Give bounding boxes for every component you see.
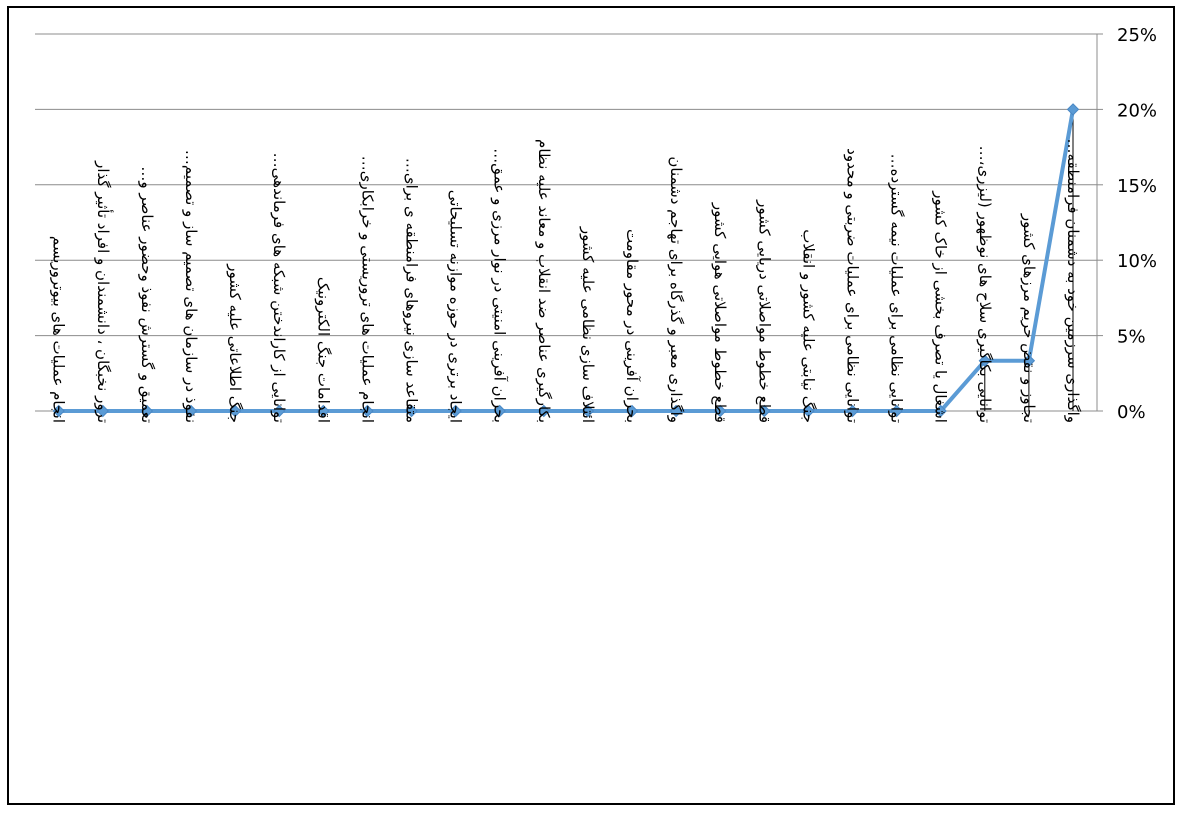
y-tick-label: 15% <box>1117 176 1157 197</box>
x-tick-label: ترور نخبگان ، دانشمندان و افراد تأثیر گذ… <box>94 160 114 423</box>
data-point <box>361 404 374 418</box>
x-tick-label: قطع خطوط مواصلاتی دریایی کشور <box>755 199 773 423</box>
x-tick-label: تعمیق و گسترش نفوذ وحضور عناصر و… <box>138 166 156 423</box>
series-layer <box>52 103 1080 418</box>
x-tick-label: متقاعد سازی نیروهای فرامنطقه ی برای… <box>403 158 421 423</box>
y-axis-ticks: 0% 5% 10% 15% 20% 25% <box>1117 25 1157 423</box>
x-tick-label: توانایی نظامی برای عملیات نیمه گسترده… <box>888 154 906 423</box>
y-tick-label: 10% <box>1117 251 1157 272</box>
x-tick-label: بحران آفرینی امنیتی در نوار مرزی و عمق… <box>491 148 509 423</box>
data-point <box>272 404 286 418</box>
data-point <box>978 354 992 367</box>
x-tick-label: توانایی نظامی برای عملیات ضربتی و محدود <box>844 148 862 423</box>
x-tick-label: جنگ نیابتی علیه کشور و انقلاب <box>799 229 817 423</box>
x-tick-label: تجاوز و نقض حریم مرزهای کشور <box>1020 213 1038 423</box>
x-tick-label: واگذاری سرزمین خود به دشمنان فرامنطقه… <box>1064 138 1082 423</box>
drop-lines <box>984 109 1074 411</box>
data-point <box>758 404 771 418</box>
data-point <box>890 404 903 418</box>
data-point <box>713 404 727 418</box>
y-tick-label: 0% <box>1117 402 1146 423</box>
data-point <box>493 404 506 418</box>
x-tick-label: توانایی از کاراندختن شبکه های فرماندهی… <box>270 153 288 423</box>
data-point <box>317 404 330 418</box>
data-point <box>802 404 815 418</box>
x-tick-label: قطع خطوط مواصلاتی هوایی کشور <box>711 202 729 423</box>
x-axis-ticks: واگذاری سرزمین خود به دشمنان فرامنطقه… تج… <box>50 138 1082 423</box>
x-tick-label: بحران آفرینی در محور مقاومت <box>623 229 641 423</box>
series-line <box>58 109 1075 413</box>
data-point <box>581 404 595 418</box>
data-point <box>934 404 947 418</box>
data-point <box>625 404 639 418</box>
data-point <box>96 404 110 418</box>
data-point <box>184 404 198 418</box>
y-tick-label: 5% <box>1117 327 1146 348</box>
y-tick-label: 20% <box>1117 100 1157 121</box>
x-tick-label: ائتلاف سازی نظامی علیه کشور <box>579 226 597 423</box>
x-tick-label: اقدامات جنگ الکترونیک <box>314 277 332 423</box>
data-point <box>669 404 683 418</box>
data-point <box>1066 103 1080 116</box>
data-point <box>140 404 154 418</box>
data-point <box>537 404 551 418</box>
data-point <box>405 404 418 418</box>
chart-frame <box>7 6 1175 805</box>
x-tick-label: توانایی بکاگیری سلاح های نوظهور (لیزری،… <box>976 146 994 423</box>
x-tick-label: انجام عملیات های بیوتروریسم <box>50 236 68 423</box>
x-tick-label: واگذاری معبر و گذرگاه برای تهاجم دشمنان <box>667 156 685 423</box>
x-tick-label: اشغال یا تصرف بخشی از خاک کشور <box>932 190 950 423</box>
x-tick-label: ایجاد برتری در حوزه موازنه تسلیحاتی <box>447 190 465 423</box>
x-tick-label: نفوذ در سازمان های تصمیم ساز و تصمیم… <box>182 150 200 423</box>
data-point <box>1022 354 1036 367</box>
data-point <box>228 404 242 418</box>
data-point <box>52 404 65 418</box>
x-tick-label: جنگ اطلاعاتی علیه کشور <box>226 263 244 423</box>
x-tick-label: بکارگیری عناصر ضد انقلاب و معاند علیه نظ… <box>535 139 553 423</box>
y-tick-label: 25% <box>1117 25 1157 46</box>
data-point <box>846 404 859 418</box>
data-point <box>449 404 462 418</box>
x-tick-label: انجام عملیات های تروریستی و خرابکاری… <box>358 156 376 423</box>
